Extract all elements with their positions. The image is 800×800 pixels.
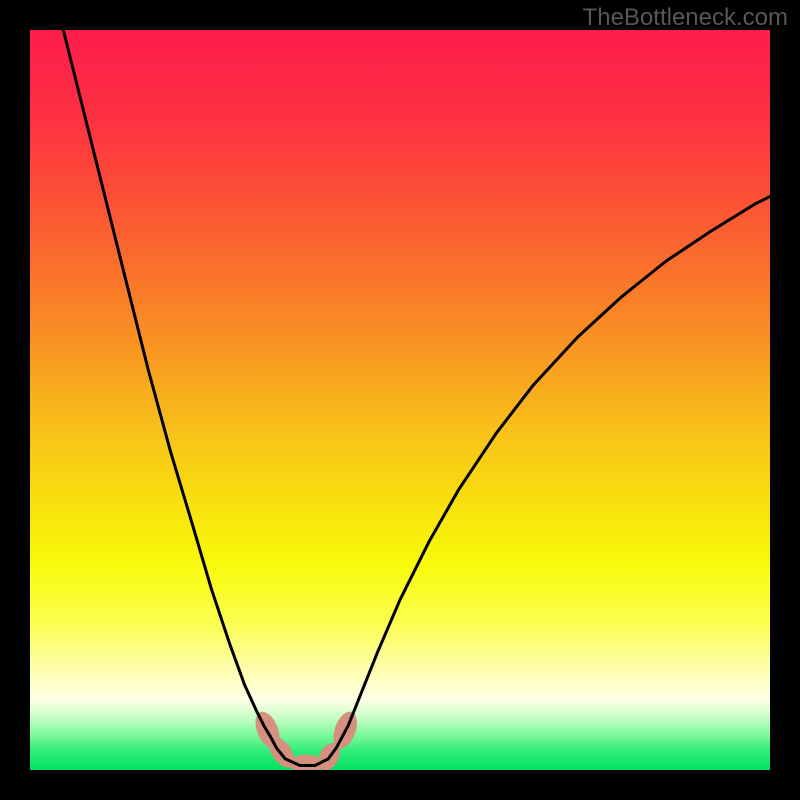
watermark-text: TheBottleneck.com: [583, 4, 788, 32]
chart-frame: TheBottleneck.com: [0, 0, 800, 800]
gradient-background: [30, 30, 770, 770]
plot-area: [30, 30, 770, 770]
bottleneck-chart: [30, 30, 770, 770]
